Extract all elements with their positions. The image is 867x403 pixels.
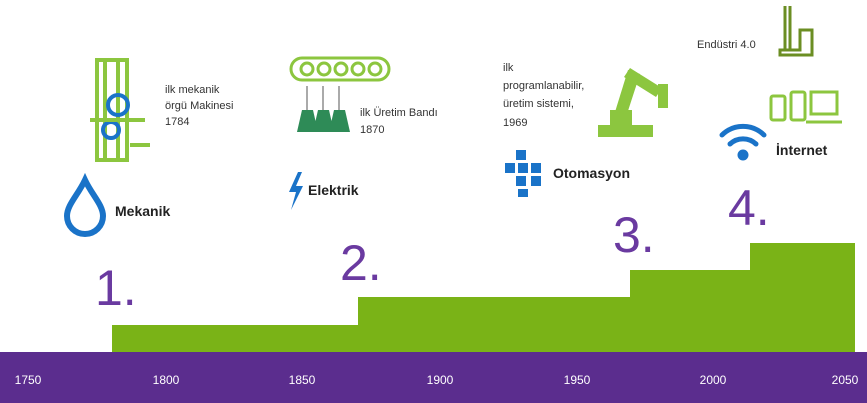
lightning-icon <box>289 172 303 210</box>
tick-label: 1900 <box>427 373 454 387</box>
stage-1: 1. Mekanik ilk mekanik örgü Makinesi 178… <box>63 58 233 316</box>
stage-name: Mekanik <box>115 203 170 219</box>
wifi-icon <box>719 123 767 161</box>
automation-icon <box>505 150 541 197</box>
stage-number: 2. <box>340 235 382 291</box>
caption: üretim sistemi, <box>503 98 574 110</box>
tick-label: 1800 <box>153 373 180 387</box>
stage-number: 1. <box>95 260 137 316</box>
caption: ilk Üretim Bandı <box>360 107 438 119</box>
tick-label: 2000 <box>700 373 727 387</box>
loom-icon <box>90 58 150 162</box>
caption: 1784 <box>165 116 189 128</box>
stage-name: Otomasyon <box>553 165 630 181</box>
stage-number: 4. <box>728 180 770 236</box>
robot-arm-icon <box>598 68 668 137</box>
tick-label: 1950 <box>564 373 591 387</box>
timeline-ticks: 1750 1800 1850 1900 1950 2000 2050 <box>15 373 859 387</box>
stage-3: 3. Otomasyon ilk programlanabilir, üreti… <box>503 62 668 263</box>
stage-name: İnternet <box>776 142 828 158</box>
caption: programlanabilir, <box>503 80 584 92</box>
tick-label: 2050 <box>832 373 859 387</box>
tick-label: 1750 <box>15 373 42 387</box>
caption: örgü Makinesi <box>165 100 233 112</box>
stage-2: 2. Elektrik ilk Üretim Bandı 1870 <box>289 56 438 291</box>
tick-label: 1850 <box>289 373 316 387</box>
caption: ilk mekanik <box>165 84 220 96</box>
step-2 <box>358 297 632 352</box>
stage-number: 3. <box>613 207 655 263</box>
step-4 <box>750 243 855 352</box>
step-3 <box>630 270 752 352</box>
conveyor-icon <box>289 56 391 132</box>
caption: 1969 <box>503 117 527 129</box>
timeline-band <box>0 352 867 403</box>
drop-icon <box>63 172 107 237</box>
stage-4: 4. İnternet Endüstri 4.0 <box>697 6 842 236</box>
devices-icon <box>769 6 842 124</box>
step-1 <box>112 325 360 352</box>
caption: Endüstri 4.0 <box>697 39 756 51</box>
stage-name: Elektrik <box>308 182 359 198</box>
caption: ilk <box>503 62 514 74</box>
caption: 1870 <box>360 124 384 136</box>
